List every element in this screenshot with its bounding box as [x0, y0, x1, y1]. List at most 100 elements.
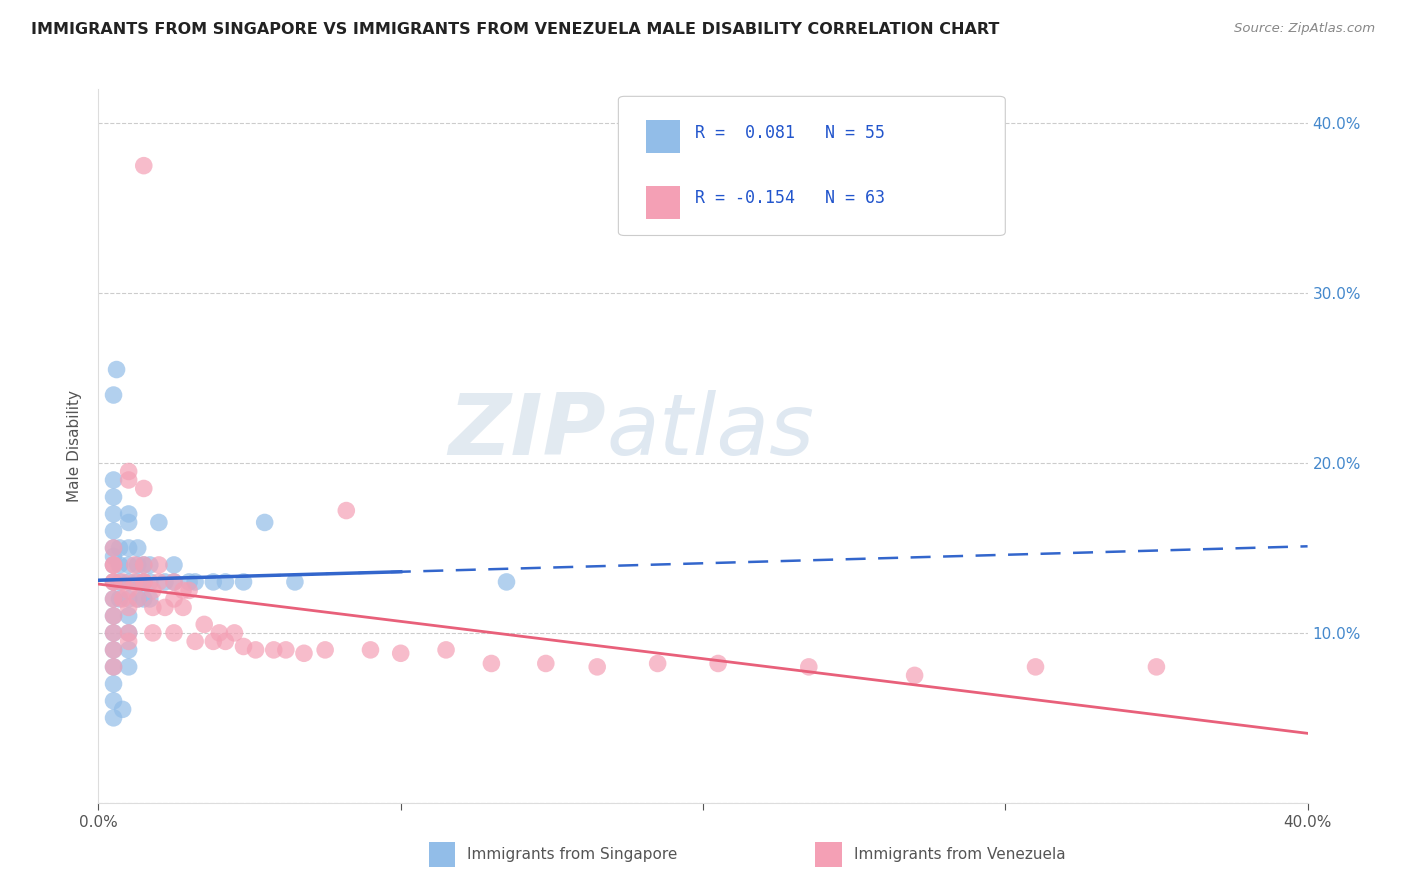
Point — [118, 583, 141, 598]
Point — [127, 558, 149, 572]
Point — [163, 558, 186, 572]
Point — [1024, 660, 1046, 674]
Point — [904, 668, 927, 682]
Point — [586, 660, 609, 674]
Point — [127, 574, 149, 589]
Point — [103, 473, 125, 487]
Point — [184, 574, 207, 589]
Point — [148, 558, 170, 572]
Point — [707, 657, 730, 671]
Text: atlas: atlas — [606, 390, 814, 474]
Point — [139, 591, 162, 606]
Point — [284, 574, 307, 589]
Point — [495, 574, 517, 589]
Point — [245, 643, 267, 657]
Point — [127, 541, 149, 555]
Point — [103, 660, 125, 674]
Point — [534, 657, 557, 671]
Point — [118, 643, 141, 657]
Point — [108, 541, 131, 555]
Point — [103, 574, 125, 589]
Point — [148, 574, 170, 589]
Point — [118, 558, 141, 572]
Point — [153, 574, 176, 589]
Point — [132, 574, 155, 589]
FancyBboxPatch shape — [815, 842, 842, 867]
Point — [389, 646, 412, 660]
Point — [111, 591, 134, 606]
Point — [103, 643, 125, 657]
Point — [103, 626, 125, 640]
Point — [153, 600, 176, 615]
Point — [481, 657, 503, 671]
Point — [163, 574, 186, 589]
Point — [292, 646, 315, 660]
Point — [103, 591, 125, 606]
Point — [208, 626, 231, 640]
FancyBboxPatch shape — [647, 120, 681, 153]
Point — [142, 583, 165, 598]
Point — [118, 608, 141, 623]
Point — [139, 574, 162, 589]
Text: Source: ZipAtlas.com: Source: ZipAtlas.com — [1234, 22, 1375, 36]
Point — [103, 643, 125, 657]
Point — [103, 608, 125, 623]
Point — [103, 694, 125, 708]
Point — [103, 558, 125, 572]
Point — [142, 626, 165, 640]
Point — [103, 549, 125, 564]
Point — [105, 362, 128, 376]
Point — [148, 516, 170, 530]
Point — [118, 574, 141, 589]
Point — [163, 574, 186, 589]
Point — [232, 574, 254, 589]
Point — [142, 600, 165, 615]
Point — [108, 574, 131, 589]
Point — [132, 574, 155, 589]
Point — [118, 660, 141, 674]
Point — [118, 626, 141, 640]
Text: R =  0.081   N = 55: R = 0.081 N = 55 — [695, 125, 884, 143]
Point — [103, 524, 125, 538]
Point — [202, 574, 225, 589]
Point — [232, 640, 254, 654]
Point — [132, 574, 155, 589]
Point — [172, 600, 194, 615]
Point — [179, 574, 201, 589]
Point — [118, 634, 141, 648]
Point — [103, 626, 125, 640]
Text: Immigrants from Venezuela: Immigrants from Venezuela — [855, 847, 1066, 862]
Point — [124, 574, 146, 589]
Text: R = -0.154   N = 63: R = -0.154 N = 63 — [695, 189, 884, 207]
Point — [132, 159, 155, 173]
Point — [360, 643, 382, 657]
Point — [434, 643, 457, 657]
Point — [118, 473, 141, 487]
Point — [335, 503, 357, 517]
Point — [103, 660, 125, 674]
Point — [118, 516, 141, 530]
Point — [132, 558, 155, 572]
Point — [118, 507, 141, 521]
FancyBboxPatch shape — [429, 842, 456, 867]
Point — [179, 583, 201, 598]
Point — [127, 591, 149, 606]
FancyBboxPatch shape — [619, 96, 1005, 235]
Text: IMMIGRANTS FROM SINGAPORE VS IMMIGRANTS FROM VENEZUELA MALE DISABILITY CORRELATI: IMMIGRANTS FROM SINGAPORE VS IMMIGRANTS … — [31, 22, 1000, 37]
Point — [797, 660, 820, 674]
Point — [103, 591, 125, 606]
Point — [224, 626, 246, 640]
Point — [118, 541, 141, 555]
Point — [647, 657, 669, 671]
Point — [103, 677, 125, 691]
Point — [214, 574, 236, 589]
Point — [103, 574, 125, 589]
Text: Immigrants from Singapore: Immigrants from Singapore — [467, 847, 678, 862]
Point — [103, 490, 125, 504]
Point — [108, 591, 131, 606]
Point — [111, 574, 134, 589]
Point — [163, 626, 186, 640]
Point — [314, 643, 336, 657]
Point — [132, 558, 155, 572]
Point — [103, 558, 125, 572]
